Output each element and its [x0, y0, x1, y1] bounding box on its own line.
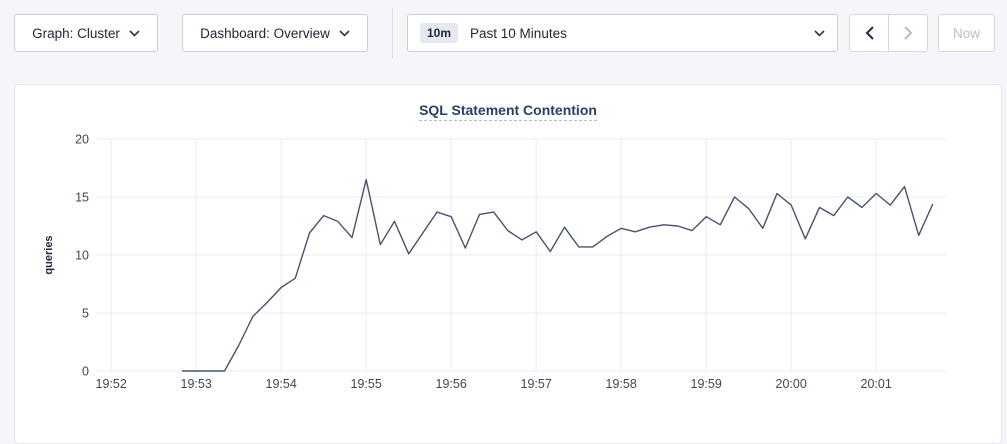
time-forward-button[interactable] — [888, 15, 927, 51]
x-axis-tick-label: 19:54 — [266, 377, 297, 391]
x-axis-tick-label: 19:53 — [181, 377, 212, 391]
time-range-picker[interactable]: 10m Past 10 Minutes — [407, 14, 838, 52]
y-axis-tick-label: 5 — [82, 307, 89, 321]
y-axis-tick-label: 10 — [75, 249, 89, 263]
time-backward-button[interactable] — [850, 15, 888, 51]
toolbar-divider — [392, 8, 393, 58]
time-range-label: Past 10 Minutes — [470, 25, 567, 41]
data-line — [182, 178, 934, 372]
y-axis-tick-label: 0 — [82, 365, 89, 379]
chevron-down-icon — [339, 29, 350, 37]
x-axis-tick-label: 19:52 — [96, 377, 127, 391]
now-button[interactable]: Now — [938, 14, 995, 52]
chevron-down-icon — [814, 29, 825, 37]
y-axis-tick-label: 15 — [75, 191, 89, 205]
chart-title-row: SQL Statement Contention — [15, 102, 1001, 121]
y-axis-label: queries — [43, 235, 55, 274]
graph-dropdown[interactable]: Graph: Cluster — [14, 14, 158, 52]
chart-title[interactable]: SQL Statement Contention — [419, 102, 597, 121]
y-axis-tick-label: 20 — [75, 133, 89, 147]
dashboard-dropdown-label: Dashboard: Overview — [200, 25, 330, 41]
chevron-right-icon — [903, 26, 912, 40]
x-axis-tick-label: 20:01 — [861, 377, 892, 391]
x-axis-tick-label: 19:58 — [606, 377, 637, 391]
x-axis-tick-label: 19:59 — [691, 377, 722, 391]
line-chart: 0 5 10 15 20 19:52 19:53 19:54 19:55 19:56 19:57 19… — [43, 133, 947, 391]
x-axis-tick-label: 19:57 — [521, 377, 552, 391]
time-range-badge: 10m — [420, 23, 459, 43]
chart-card: SQL Statement Contention 0 5 10 15 20 19:52 19… — [14, 84, 1002, 444]
x-axis-tick-label: 19:56 — [436, 377, 467, 391]
chevron-left-icon — [865, 26, 874, 40]
x-axis-tick-label: 20:00 — [776, 377, 807, 391]
dashboard-dropdown[interactable]: Dashboard: Overview — [182, 14, 368, 52]
x-axis-tick-label: 19:55 — [351, 377, 382, 391]
time-shift-button-group — [849, 14, 928, 52]
graph-dropdown-label: Graph: Cluster — [32, 25, 120, 41]
chevron-down-icon — [129, 29, 140, 37]
